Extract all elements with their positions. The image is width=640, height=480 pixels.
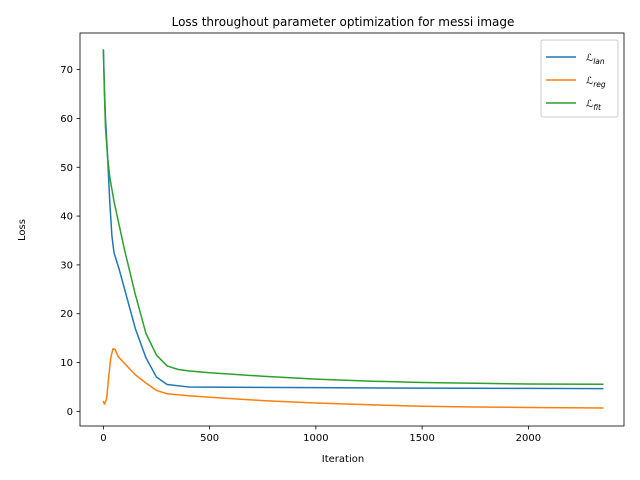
y-tick-label: 40 <box>60 212 73 223</box>
legend-label-lan: ℒlan <box>586 53 605 66</box>
x-tick-label: 500 <box>200 433 219 444</box>
x-tick-label: 0 <box>100 433 106 444</box>
series-line-lan <box>102 49 604 390</box>
plot-area-frame <box>79 32 625 427</box>
y-axis-ticks: 0 10 20 30 40 50 60 70 <box>60 65 80 418</box>
x-tick-label: 1000 <box>303 433 328 444</box>
x-tick-label: 2000 <box>516 433 541 444</box>
chart-title: Loss throughout parameter optimization f… <box>172 15 515 29</box>
x-axis-ticks: 0 500 1000 1500 2000 <box>100 426 541 444</box>
series-lines <box>102 49 604 409</box>
y-tick-label: 70 <box>60 65 73 76</box>
y-tick-label: 60 <box>60 114 73 125</box>
y-tick-label: 10 <box>60 358 73 369</box>
x-tick-label: 1500 <box>409 433 434 444</box>
legend-label-reg: ℒreg <box>586 76 606 89</box>
y-axis-label: Loss <box>17 219 28 241</box>
y-tick-label: 50 <box>60 163 73 174</box>
legend: ℒlan ℒreg ℒfit <box>540 39 619 118</box>
x-axis-label: Iteration <box>322 454 364 465</box>
y-tick-label: 20 <box>60 309 73 320</box>
y-tick-label: 30 <box>60 260 73 271</box>
y-tick-label: 0 <box>67 407 73 418</box>
series-line-reg <box>102 348 604 409</box>
legend-box <box>540 39 619 118</box>
series-line-fit <box>102 49 604 386</box>
legend-label-fit: ℒfit <box>586 99 602 112</box>
